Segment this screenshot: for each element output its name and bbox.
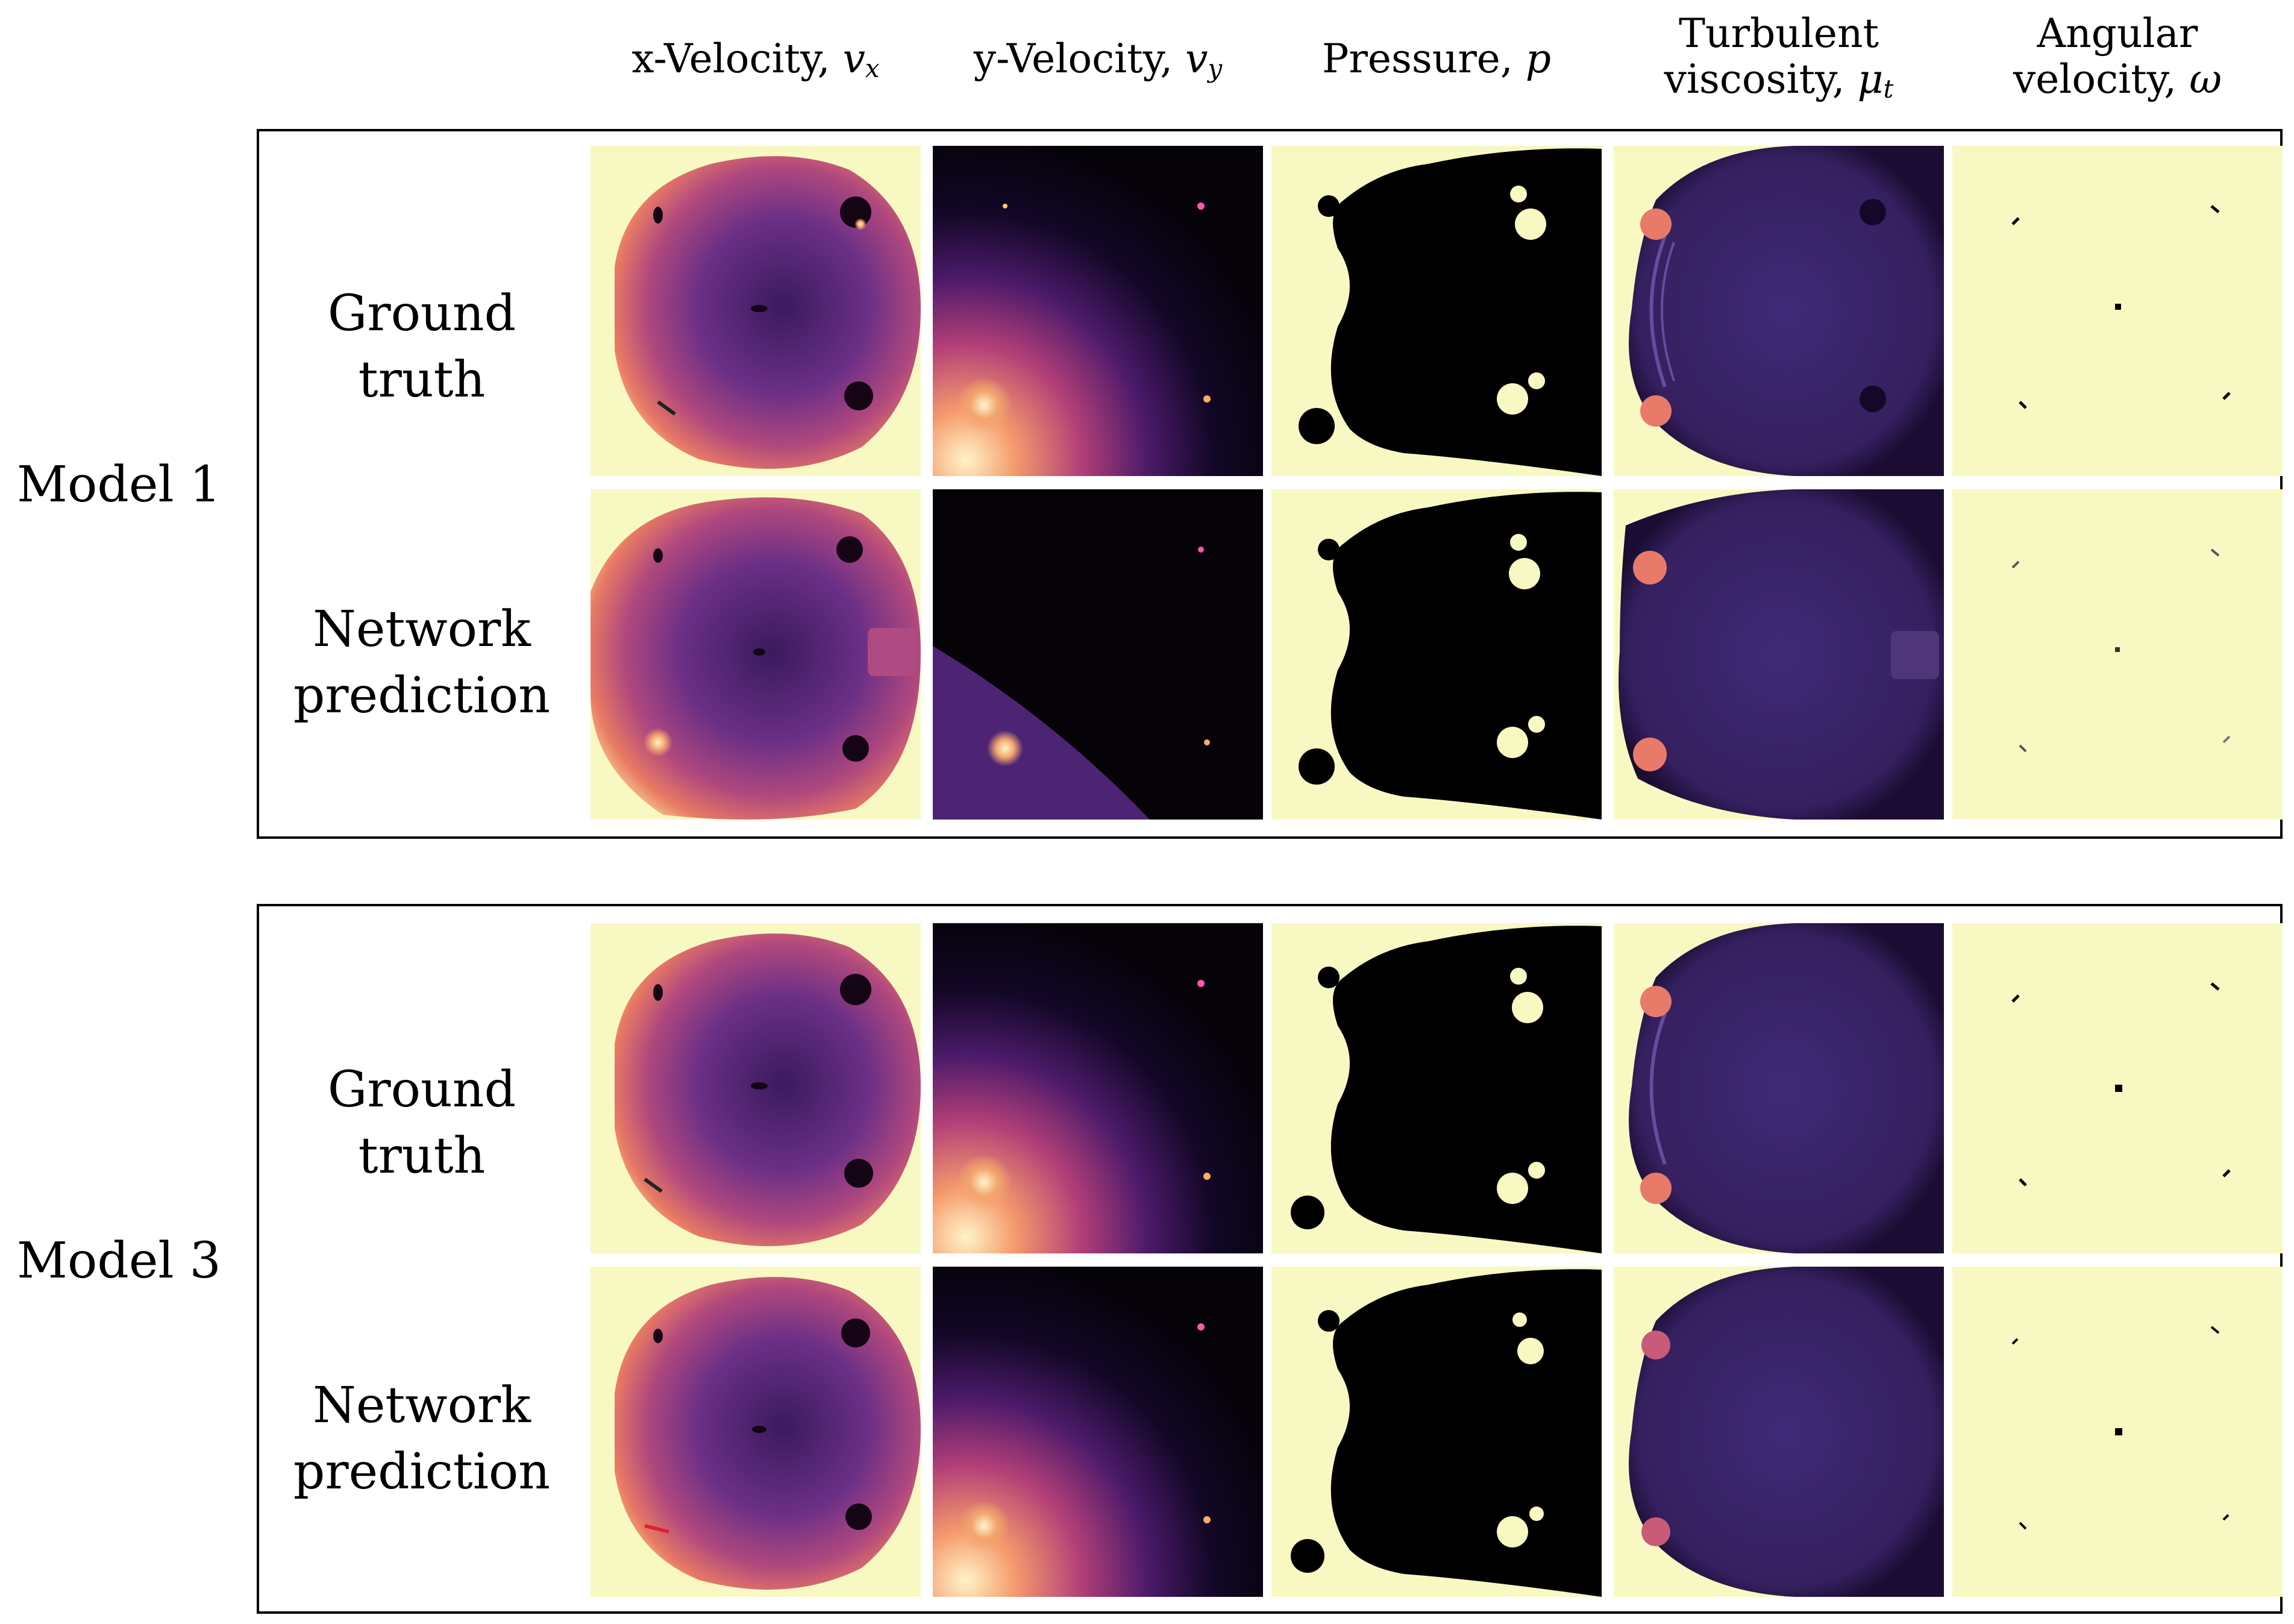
- tile-m1-gt-x-velocity: [591, 146, 921, 476]
- tile-m1-gt-y-velocity: [933, 146, 1263, 476]
- row-label-network-prediction-m1: Network prediction: [293, 601, 551, 724]
- x-velocity-field: [591, 146, 921, 476]
- y-velocity-field: [933, 1267, 1263, 1597]
- column-header-pressure: Pressure, p: [1321, 36, 1552, 82]
- tile-m1-np-turbulent-viscosity: [1614, 489, 1944, 820]
- column-header-turbulent-viscosity: Turbulent viscosity, μt: [1664, 10, 1894, 104]
- row-label-network-prediction-m3: Network prediction: [293, 1377, 551, 1500]
- tile-m3-gt-y-velocity: [933, 923, 1263, 1253]
- tile-m1-gt-turbulent-viscosity: [1614, 146, 1944, 476]
- y-velocity-field: [933, 923, 1263, 1253]
- column-header-y-velocity: y-Velocity, vy: [973, 36, 1223, 84]
- tile-m3-gt-pressure: [1271, 923, 1602, 1253]
- y-velocity-field: [933, 489, 1263, 820]
- model-1-label: Model 1: [17, 456, 221, 513]
- turbulent-viscosity-field: [1614, 1267, 1944, 1597]
- tile-m1-np-angular-velocity: [1952, 489, 2283, 820]
- column-header-x-velocity: x-Velocity, vx: [631, 36, 880, 84]
- angular-velocity-field: [1952, 923, 2283, 1253]
- tile-m1-np-x-velocity: [591, 489, 921, 820]
- tile-m1-gt-pressure: [1271, 146, 1602, 476]
- tile-m3-np-angular-velocity: [1952, 1267, 2283, 1597]
- tile-m3-np-y-velocity: [933, 1267, 1263, 1597]
- tile-m3-gt-x-velocity: [591, 923, 921, 1253]
- turbulent-viscosity-field: [1614, 923, 1944, 1253]
- tile-m1-np-y-velocity: [933, 489, 1263, 820]
- y-velocity-field: [933, 146, 1263, 476]
- angular-velocity-field: [1952, 489, 2283, 820]
- pressure-field: [1271, 146, 1602, 476]
- pressure-field: [1271, 1267, 1602, 1597]
- column-header-angular-velocity: Angular velocity, ω: [2013, 10, 2222, 102]
- x-velocity-field: [591, 489, 921, 820]
- tile-m3-np-turbulent-viscosity: [1614, 1267, 1944, 1597]
- x-velocity-field: [591, 1267, 921, 1597]
- model-1-panel: [257, 129, 2283, 839]
- tile-m1-np-pressure: [1271, 489, 1602, 820]
- tile-m3-np-pressure: [1271, 1267, 1602, 1597]
- pressure-field: [1271, 489, 1602, 820]
- row-label-ground-truth-m3: Ground truth: [327, 1061, 516, 1185]
- turbulent-viscosity-field: [1614, 489, 1944, 820]
- angular-velocity-field: [1952, 146, 2283, 476]
- row-label-ground-truth-m1: Ground truth: [327, 285, 516, 409]
- model-3-panel: [257, 904, 2283, 1614]
- turbulent-viscosity-field: [1614, 146, 1944, 476]
- angular-velocity-field: [1952, 1267, 2283, 1597]
- pressure-field: [1271, 923, 1602, 1253]
- model-3-label: Model 3: [17, 1232, 221, 1290]
- tile-m1-gt-angular-velocity: [1952, 146, 2283, 476]
- tile-m3-np-x-velocity: [591, 1267, 921, 1597]
- tile-m3-gt-angular-velocity: [1952, 923, 2283, 1253]
- x-velocity-field: [591, 923, 921, 1253]
- tile-m3-gt-turbulent-viscosity: [1614, 923, 1944, 1253]
